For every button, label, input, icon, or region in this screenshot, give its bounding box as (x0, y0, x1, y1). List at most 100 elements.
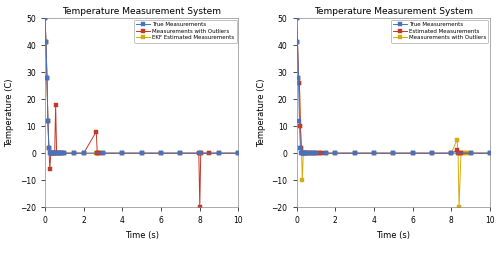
Title: Temperature Measurement System: Temperature Measurement System (314, 7, 473, 16)
EKF Estimated Measurements (52, 152, 58, 155)
EKF Estimated Measurements (236, 152, 242, 155)
True Measurements (43, 41, 49, 44)
Estimated Measurements (429, 152, 435, 155)
Estimated Measurements (302, 152, 308, 155)
EKF Estimated Measurements (80, 152, 86, 155)
Estimated Measurements (468, 152, 473, 155)
True Measurements (47, 152, 53, 155)
Measurements with Outliers (456, 206, 462, 209)
Measurements with Outliers (44, 76, 50, 79)
Estimated Measurements (300, 152, 306, 155)
Estimated Measurements (322, 152, 328, 155)
Measurements with Outliers (45, 119, 51, 122)
True Measurements (302, 152, 308, 155)
EKF Estimated Measurements (71, 152, 77, 155)
True Measurements (448, 152, 454, 155)
Estimated Measurements (303, 152, 309, 155)
Measurements with Outliers (316, 152, 322, 155)
EKF Estimated Measurements (196, 152, 202, 155)
True Measurements (296, 76, 302, 79)
Measurements with Outliers (296, 81, 302, 84)
Estimated Measurements (454, 149, 460, 152)
True Measurements (298, 152, 304, 155)
True Measurements (46, 146, 52, 149)
True Measurements (300, 152, 306, 155)
EKF Estimated Measurements (47, 152, 53, 155)
Measurements with Outliers (448, 152, 454, 155)
Estimated Measurements (294, 41, 300, 44)
Measurements with Outliers (302, 152, 308, 155)
Measurements with Outliers (464, 152, 470, 155)
Measurements with Outliers (50, 152, 56, 155)
True Measurements (44, 76, 50, 79)
Measurements with Outliers (487, 152, 493, 155)
Estimated Measurements (311, 152, 317, 155)
EKF Estimated Measurements (44, 76, 50, 79)
True Measurements (120, 152, 126, 155)
Measurements with Outliers (42, 17, 48, 20)
True Measurements (56, 152, 62, 155)
Measurements with Outliers (454, 138, 460, 141)
Measurements with Outliers (96, 152, 102, 155)
True Measurements (294, 41, 300, 44)
Measurements with Outliers (410, 152, 416, 155)
Y-axis label: Temperature (C): Temperature (C) (6, 78, 15, 147)
Measurements with Outliers (322, 152, 328, 155)
Measurements with Outliers (47, 168, 53, 171)
X-axis label: Time (s): Time (s) (376, 231, 410, 240)
EKF Estimated Measurements (198, 152, 204, 155)
Estimated Measurements (448, 152, 454, 155)
Line: EKF Estimated Measurements: EKF Estimated Measurements (44, 16, 240, 155)
Measurements with Outliers (216, 152, 222, 155)
True Measurements (410, 152, 416, 155)
Estimated Measurements (294, 17, 300, 20)
Measurements with Outliers (198, 152, 204, 155)
True Measurements (429, 152, 435, 155)
True Measurements (311, 152, 317, 155)
True Measurements (138, 152, 144, 155)
Legend: True Measurements, Estimated Measurements, Measurements with Outliers: True Measurements, Estimated Measurement… (390, 20, 488, 42)
True Measurements (303, 152, 309, 155)
Estimated Measurements (318, 152, 324, 155)
Measurements with Outliers (315, 152, 321, 155)
True Measurements (352, 152, 358, 155)
Measurements with Outliers (56, 152, 62, 155)
EKF Estimated Measurements (158, 152, 164, 155)
True Measurements (54, 152, 60, 155)
Estimated Measurements (307, 152, 313, 155)
Estimated Measurements (487, 152, 493, 155)
Estimated Measurements (455, 152, 461, 155)
Measurements with Outliers (206, 152, 212, 155)
Measurements with Outliers (52, 152, 58, 155)
True Measurements (50, 152, 56, 155)
Measurements with Outliers (120, 152, 126, 155)
Measurements with Outliers (313, 152, 319, 155)
EKF Estimated Measurements (178, 152, 184, 155)
EKF Estimated Measurements (43, 41, 49, 44)
EKF Estimated Measurements (216, 152, 222, 155)
True Measurements (296, 119, 302, 122)
Estimated Measurements (316, 152, 322, 155)
Estimated Measurements (332, 152, 338, 155)
EKF Estimated Measurements (120, 152, 126, 155)
EKF Estimated Measurements (60, 152, 66, 155)
Measurements with Outliers (100, 152, 106, 155)
X-axis label: Time (s): Time (s) (124, 231, 158, 240)
Line: True Measurements: True Measurements (295, 16, 492, 155)
Measurements with Outliers (316, 152, 322, 155)
True Measurements (300, 152, 306, 155)
Line: True Measurements: True Measurements (44, 16, 240, 155)
Measurements with Outliers (52, 103, 59, 106)
True Measurements (197, 152, 203, 155)
True Measurements (50, 152, 56, 155)
Estimated Measurements (352, 152, 358, 155)
Measurements with Outliers (197, 206, 203, 209)
Measurements with Outliers (458, 152, 464, 155)
True Measurements (48, 152, 54, 155)
Measurements with Outliers (54, 152, 60, 155)
EKF Estimated Measurements (58, 152, 64, 155)
Measurements with Outliers (158, 152, 164, 155)
True Measurements (332, 152, 338, 155)
EKF Estimated Measurements (42, 17, 48, 20)
Measurements with Outliers (298, 146, 304, 149)
